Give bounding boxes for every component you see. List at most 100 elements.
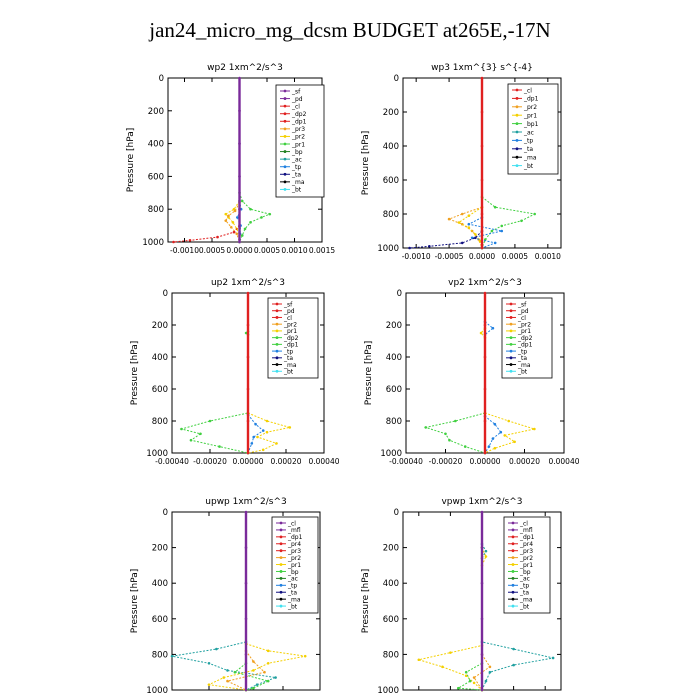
series-line xyxy=(247,414,265,454)
chart-panel-0: wp2 1xm^2/s^3 Pressure [hPa] 0 200 400 600 800… xyxy=(126,63,335,255)
data-point xyxy=(491,437,495,440)
legend-marker xyxy=(275,302,279,306)
legend-label: _pd xyxy=(517,308,529,315)
data-point xyxy=(238,175,241,178)
y-tick-label: 1000 xyxy=(380,449,402,459)
data-point xyxy=(480,653,484,656)
legend-marker xyxy=(283,180,287,184)
legend-label: _dp1 xyxy=(517,342,533,349)
data-point xyxy=(408,246,411,250)
data-point xyxy=(464,670,468,674)
x-tick-label: 0.0005 xyxy=(502,252,528,261)
data-point xyxy=(457,686,460,690)
data-point xyxy=(480,76,484,80)
chart-panel-3: vp2 1xm^2/s^3 Pressure [hPa] 0 200 400 600 800… xyxy=(364,278,580,466)
data-point xyxy=(244,546,248,549)
data-point xyxy=(463,445,467,448)
data-point xyxy=(467,214,471,217)
legend-label: _ac xyxy=(287,576,298,583)
legend-label: _dp1 xyxy=(291,119,307,126)
legend-label: _bp xyxy=(287,569,299,576)
data-point xyxy=(246,419,250,423)
legend-marker xyxy=(515,122,519,125)
data-point xyxy=(180,427,183,431)
y-tick-label: 1000 xyxy=(377,686,399,696)
legend-marker xyxy=(279,570,283,573)
legend-label: _pd xyxy=(291,96,303,103)
legend-label: _tp xyxy=(291,164,301,171)
data-point xyxy=(265,419,269,423)
y-tick-label: 600 xyxy=(386,385,402,395)
legend-marker xyxy=(511,576,515,580)
data-point xyxy=(493,422,497,426)
legend-label: _bt xyxy=(517,369,528,376)
data-point xyxy=(170,654,174,658)
legend-label: _ta xyxy=(519,590,529,597)
legend-label: _ma xyxy=(291,179,305,186)
legend-marker xyxy=(279,528,283,532)
legend-label: _dp1 xyxy=(283,342,299,349)
x-tick-label: 0.00040 xyxy=(548,457,579,466)
legend-marker xyxy=(515,97,519,100)
legend-marker xyxy=(509,302,513,306)
legend-marker xyxy=(275,363,279,366)
legend-marker xyxy=(283,165,287,169)
data-point xyxy=(520,219,523,223)
data-point xyxy=(266,649,270,653)
data-point xyxy=(480,617,484,621)
legend-marker xyxy=(279,563,283,566)
y-tick-label: 400 xyxy=(386,353,402,363)
data-point xyxy=(252,435,255,439)
legend-label: _pr2 xyxy=(283,321,297,328)
legend-label: _ta xyxy=(287,590,297,597)
legend-label: _dp1 xyxy=(523,96,539,103)
chart-panel-5: vpwp 1xm^2/s^3 Pressure [hPa] 0 200 400 600 80… xyxy=(361,497,562,696)
data-point xyxy=(493,205,497,209)
legend-label: _pr1 xyxy=(517,328,531,335)
data-point xyxy=(207,662,211,665)
data-point xyxy=(483,387,487,391)
series-line xyxy=(473,654,491,691)
legend-marker xyxy=(515,130,519,134)
x-tick-label: -0.00040 xyxy=(389,457,423,466)
data-point xyxy=(483,323,487,327)
data-point xyxy=(487,445,491,448)
legend-marker xyxy=(275,329,279,333)
legend-label: _pr2 xyxy=(523,104,537,111)
data-point xyxy=(480,581,484,585)
y-tick-label: 0 xyxy=(394,508,399,518)
data-point xyxy=(244,653,248,656)
legend-marker xyxy=(511,521,515,525)
y-tick-label: 1000 xyxy=(146,449,168,459)
chart-panel-2: up2 1xm^2/s^3 Pressure [hPa] 0 200 400 600 800… xyxy=(130,278,340,466)
legend-marker xyxy=(279,521,283,525)
legend-marker xyxy=(515,155,519,159)
data-point xyxy=(172,240,175,244)
data-point xyxy=(224,219,228,222)
x-tick-label: -0.0010 xyxy=(170,246,199,255)
legend-marker xyxy=(279,597,283,601)
legend-marker xyxy=(275,369,279,373)
data-point xyxy=(229,225,233,229)
legend-label: _dp2 xyxy=(517,335,533,342)
data-point xyxy=(238,142,241,145)
y-tick-label: 400 xyxy=(383,142,399,152)
y-tick-label: 200 xyxy=(383,544,399,554)
legend-marker xyxy=(509,322,513,326)
data-point xyxy=(533,427,536,431)
data-point xyxy=(512,647,515,651)
data-point xyxy=(260,216,263,219)
legend-marker xyxy=(283,142,287,146)
data-point xyxy=(246,291,250,295)
legend-label: _ma xyxy=(517,362,531,369)
data-point xyxy=(274,676,277,679)
legend-marker xyxy=(283,157,287,161)
data-point xyxy=(480,688,484,692)
data-point xyxy=(483,355,487,359)
legend-marker xyxy=(283,112,287,116)
legend-label: _cl xyxy=(291,103,300,110)
x-tick-label: 0.0015 xyxy=(309,246,335,255)
data-point xyxy=(303,654,307,658)
data-point xyxy=(266,679,270,683)
data-point xyxy=(480,144,484,148)
